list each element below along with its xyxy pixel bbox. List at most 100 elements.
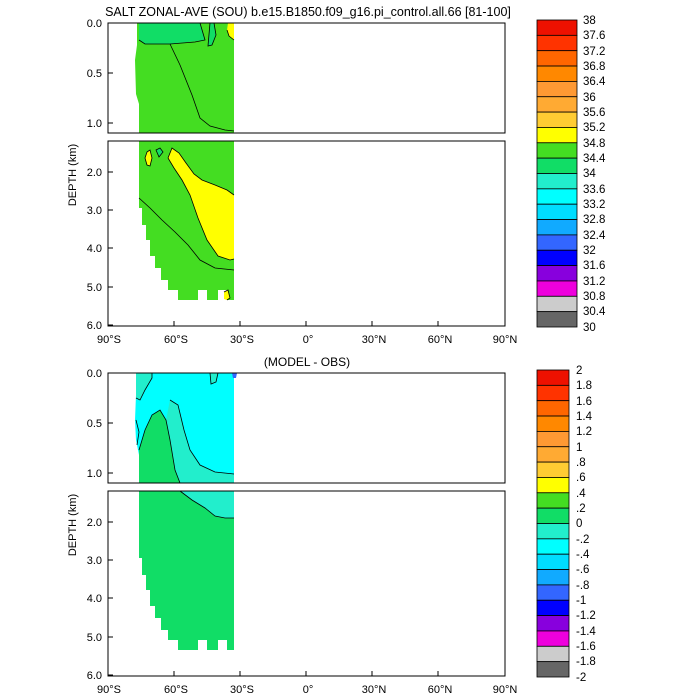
- colorbar-box: [536, 415, 570, 432]
- x-tick-label: 60°S: [164, 684, 188, 696]
- colorbar-label: 38: [583, 15, 596, 27]
- contour-line: [169, 399, 235, 475]
- region-main-salinity: [135, 23, 234, 133]
- contour-line: [135, 373, 153, 401]
- y-axis-label: DEPTH (km): [67, 494, 79, 556]
- contour-line: [223, 289, 231, 301]
- colorbar-label: .2: [576, 503, 586, 515]
- colorbar-label: 31.2: [583, 276, 605, 288]
- colorbar-label: -1.8: [576, 656, 596, 668]
- x-tick-label: 60°N: [428, 334, 453, 346]
- colorbar-box: [536, 280, 578, 297]
- region-salty-tongue: [168, 148, 234, 260]
- colorbar-box: [536, 203, 578, 220]
- y-tick-label: 0.0: [87, 368, 102, 380]
- y-tick-label: 1.0: [87, 118, 102, 130]
- colorbar-boxes: [536, 369, 570, 678]
- colorbar-label: 1.8: [576, 380, 592, 392]
- colorbar-label: 1.2: [576, 426, 592, 438]
- panel-salt-lower: [138, 141, 235, 301]
- contour-line: [138, 197, 235, 271]
- colorbar-label: 32.4: [583, 230, 606, 242]
- contour-line: [207, 22, 217, 47]
- region-weak-negative-right: [166, 400, 234, 483]
- contour-line: [144, 149, 153, 167]
- x-tick-label: 30°S: [230, 334, 254, 346]
- x-ticks: 90°S 60°S 30°S 0° 30°N 60°N 90°N: [97, 321, 517, 346]
- x-tick-label: 0°: [303, 684, 314, 696]
- y-tick-label: 5.0: [87, 282, 102, 294]
- x-tick-label: 90°N: [493, 684, 518, 696]
- colorbar-label: 35.2: [583, 122, 605, 134]
- panel-model-minus-obs: (MODEL - OBS) DEPTH (km): [67, 355, 596, 696]
- colorbar-label: 35.6: [583, 107, 605, 119]
- colorbar-salt: 38 37.6 37.2 36.8 36.4 36 35.6 35.2 34.8…: [536, 15, 606, 334]
- colorbar-label: 30.4: [583, 306, 606, 318]
- colorbar-box: [536, 523, 570, 540]
- colorbar-label: -.6: [576, 564, 589, 576]
- colorbar-box: [536, 311, 578, 328]
- colorbar-label: 30: [583, 322, 596, 334]
- x-tick-label: 90°S: [97, 334, 121, 346]
- panel-salt: DEPTH (km) 0.0 0.5 1.0 2.0 3.0 4.0 5.0 6…: [67, 15, 606, 346]
- colorbar-label: 34.8: [583, 138, 605, 150]
- region-weak-negative-deep: [180, 491, 234, 518]
- colorbar-label: 30.8: [583, 291, 605, 303]
- contour-line: [155, 147, 164, 158]
- x-tick-label: 90°S: [97, 684, 121, 696]
- colorbar-label: -1.2: [576, 610, 596, 622]
- colorbar-label: 37.2: [583, 46, 605, 58]
- region-salty-patch-surface: [227, 23, 234, 40]
- y-tick-label: 3.0: [87, 205, 102, 217]
- colorbar-diff: 2 1.8 1.6 1.4 1.2 1 .8 .6 .4 .2 0 -.2 -.…: [536, 365, 596, 684]
- colorbar-box: [536, 265, 578, 282]
- y-tick-label: 5.0: [87, 632, 102, 644]
- contour-line: [138, 409, 181, 484]
- colorbar-box: [536, 157, 578, 174]
- colorbar-box: [536, 461, 570, 478]
- colorbar-box: [536, 384, 570, 402]
- colorbar-label: 2: [576, 365, 582, 377]
- colorbar-label: 0: [576, 518, 582, 530]
- colorbar-label: 37.6: [583, 30, 605, 42]
- colorbar-label: 32.8: [583, 214, 605, 226]
- colorbar-label: -1.4: [576, 626, 596, 638]
- y-ticks-upper: 0.0 0.5 1.0: [87, 18, 113, 130]
- colorbar-box: [536, 507, 570, 524]
- region-positive-core: [139, 410, 180, 483]
- colorbar-box: [536, 584, 570, 601]
- region-fresher-upper-left: [139, 23, 205, 44]
- colorbar-labels: 2 1.8 1.6 1.4 1.2 1 .8 .6 .4 .2 0 -.2 -.…: [576, 365, 596, 684]
- colorbar-label: 1.6: [576, 396, 592, 408]
- panel-title: (MODEL - OBS): [264, 355, 350, 369]
- colorbar-box: [536, 127, 578, 144]
- colorbar-label: 36.4: [583, 76, 606, 88]
- y-tick-label: 6.0: [87, 320, 102, 332]
- colorbar-box: [536, 295, 578, 313]
- colorbar-label: .8: [576, 457, 586, 469]
- colorbar-label: .4: [576, 488, 586, 500]
- colorbar-box: [536, 553, 570, 570]
- y-tick-label: 0.0: [87, 18, 102, 30]
- y-tick-label: 1.0: [87, 468, 102, 480]
- colorbar-label: 33.2: [583, 199, 605, 211]
- contour-line: [135, 419, 140, 446]
- y-ticks-lower: 2.0 3.0 4.0 5.0 6.0: [87, 517, 113, 682]
- colorbar-label: 36.8: [583, 61, 605, 73]
- y-ticks-lower: 2.0 3.0 4.0 5.0 6.0: [87, 167, 113, 332]
- colorbar-box: [536, 400, 570, 417]
- x-tick-label: 90°N: [493, 334, 518, 346]
- colorbar-box: [536, 219, 578, 236]
- colorbar-box: [536, 599, 570, 617]
- y-tick-label: 0.5: [87, 68, 102, 80]
- x-tick-label: 30°N: [362, 684, 387, 696]
- region-weak-negative-left: [136, 373, 152, 400]
- colorbar-box: [536, 96, 578, 113]
- y-axis-label: DEPTH (km): [67, 144, 79, 206]
- frame-upper: [107, 22, 506, 134]
- contour-line: [138, 22, 206, 45]
- colorbar-label: 32: [583, 245, 596, 257]
- y-ticks-upper: 0.0 0.5 1.0: [87, 368, 113, 480]
- y-tick-label: 0.5: [87, 418, 102, 430]
